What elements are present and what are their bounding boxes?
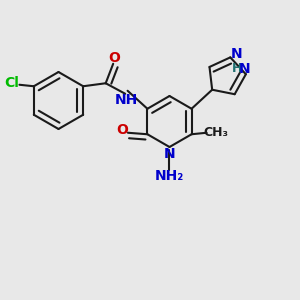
Text: Cl: Cl — [4, 76, 19, 90]
Text: CH₃: CH₃ — [203, 126, 228, 139]
Text: O: O — [108, 51, 120, 65]
Text: N: N — [238, 62, 250, 76]
Text: H: H — [232, 62, 243, 75]
Text: N: N — [164, 147, 175, 160]
Text: NH₂: NH₂ — [155, 169, 184, 183]
Text: N: N — [230, 47, 242, 61]
Text: NH: NH — [115, 93, 138, 107]
Text: O: O — [117, 123, 128, 137]
